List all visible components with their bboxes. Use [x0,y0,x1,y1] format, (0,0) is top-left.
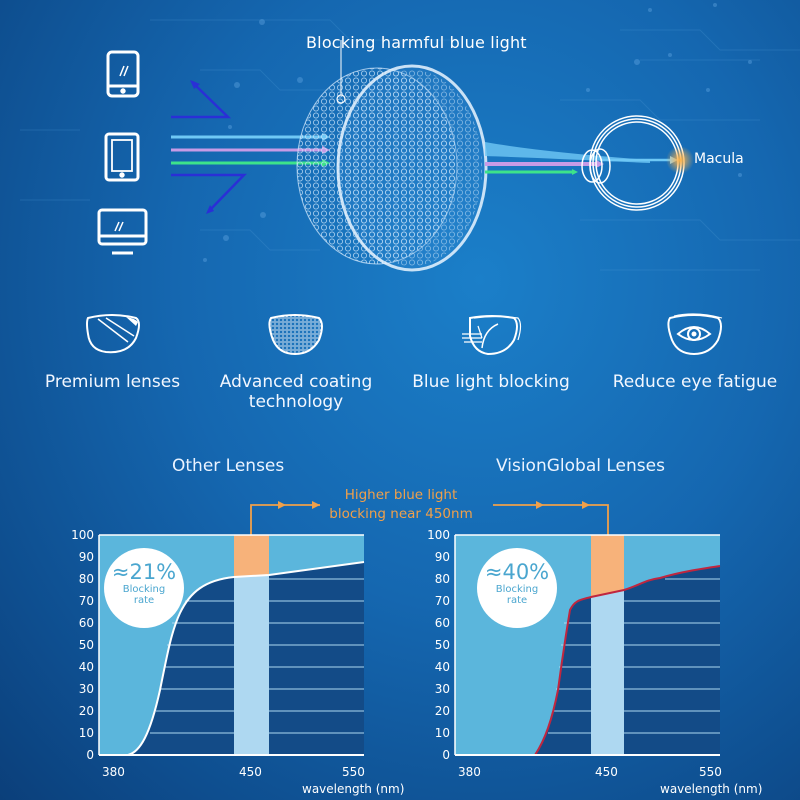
blocking-rate-value: ≈40% [484,560,550,584]
feature-label: Premium lenses [44,372,181,392]
y-tick: 80 [78,572,94,586]
x-tick: 380 [458,765,481,779]
y-tick: 100 [427,528,450,542]
y-tick: 80 [434,572,450,586]
y-tick: 0 [442,748,450,762]
callout-line1: Higher blue light [344,487,458,503]
callout-line2: blocking near 450nm [329,506,473,522]
blue-light-blocking-icon [462,315,522,356]
smartphone-icon [106,50,140,98]
feature-reduce-eye-fatigue: Reduce eye fatigue [598,312,792,392]
y-tick: 50 [434,638,450,652]
y-tick: 90 [78,550,94,564]
feature-label-line1: Advanced coating [219,372,373,392]
y-tick: 70 [78,594,94,608]
blocking-rate-badge-visionglobal: ≈40% Blocking rate [477,548,557,628]
x-tick: 450 [595,765,618,779]
y-tick: 20 [434,704,450,718]
y-tick: 50 [78,638,94,652]
blue-light-illustration [97,40,694,272]
x-tick: 550 [342,765,365,779]
feature-label: Blue light blocking [412,372,570,392]
blocking-rate-label2: rate [506,595,528,606]
x-tick: 380 [102,765,125,779]
chart-title-other-lenses: Other Lenses [172,456,285,476]
y-tick: 40 [78,660,94,674]
feature-label-line2: technology [248,392,344,412]
lens-icon [296,40,488,272]
x-axis-label: wavelength (nm) [660,782,763,796]
y-tick: 30 [434,682,450,696]
tablet-icon [104,132,140,182]
feature-advanced-coating: Advanced coating technology [206,312,386,412]
y-tick: 70 [434,594,450,608]
y-tick: 20 [78,704,94,718]
y-tick: 10 [78,726,94,740]
macula-label: Macula [694,151,744,167]
x-axis-label: wavelength (nm) [302,782,405,796]
blocking-rate-value: ≈21% [111,560,177,584]
y-tick: 60 [434,616,450,630]
blocking-rate-badge-other: ≈21% Blocking rate [104,548,184,628]
y-tick: 90 [434,550,450,564]
y-tick: 0 [86,748,94,762]
gridlines [548,578,720,734]
callout-text: Higher blue light blocking near 450nm [316,486,486,524]
blocking-rate-label1: Blocking [122,584,166,595]
top-title: Blocking harmful blue light [306,33,527,52]
blocking-rate-label2: rate [133,595,155,606]
monitor-icon [97,208,148,255]
y-tick: 100 [71,528,94,542]
feature-label: Reduce eye fatigue [612,372,778,392]
chart-title-visionglobal-lenses: VisionGlobal Lenses [496,456,665,476]
y-tick: 10 [434,726,450,740]
feature-premium-lenses: Premium lenses [30,312,195,392]
y-tick: 40 [434,660,450,674]
premium-lens-icon [85,314,140,354]
x-tick: 550 [699,765,722,779]
y-tick: 60 [78,616,94,630]
feature-blue-light-blocking: Blue light blocking [398,312,584,392]
y-tick: 30 [78,682,94,696]
x-tick: 450 [239,765,262,779]
coating-lens-icon [268,314,323,356]
eye-lens-icon [667,313,723,356]
blocking-rate-label1: Blocking [495,584,539,595]
